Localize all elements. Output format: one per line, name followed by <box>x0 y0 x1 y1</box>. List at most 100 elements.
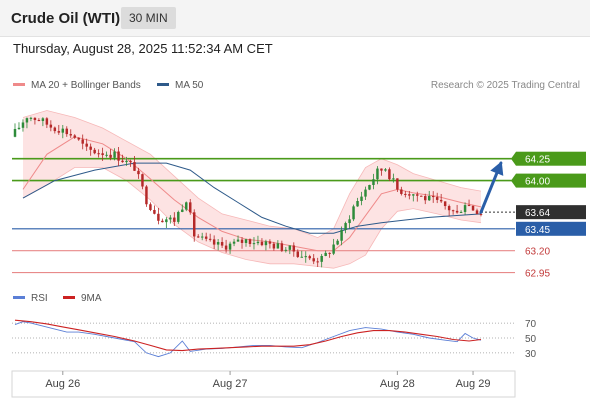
candle-body <box>169 217 172 220</box>
candle-body <box>424 196 427 201</box>
candle-body <box>280 243 284 251</box>
legend-bollinger-label: MA 20 + Bollinger Bands <box>31 80 141 91</box>
level-label-63-64: 63.64 <box>516 205 586 220</box>
legend-ma50-label: MA 50 <box>175 80 204 91</box>
candle-body <box>208 238 212 240</box>
candle-body <box>284 249 288 251</box>
candle-body <box>396 178 399 190</box>
candle-body <box>244 239 248 243</box>
legend-ma50: MA 50 <box>157 80 203 91</box>
candle-body <box>89 146 92 150</box>
candle-body <box>439 199 443 202</box>
bollinger-lower-line <box>22 167 482 269</box>
level-label-text: 63.64 <box>525 208 550 219</box>
candle-body <box>435 197 439 200</box>
candle-body <box>69 134 72 136</box>
rsi-series-rsi <box>14 321 482 358</box>
candle-body <box>21 122 25 128</box>
level-label-text: 63.45 <box>525 225 550 236</box>
candle-body <box>348 219 351 224</box>
rsi-tick-30: 30 <box>525 349 537 360</box>
candle-body <box>240 239 244 243</box>
level-label-text: 62.95 <box>525 269 550 280</box>
candle-body <box>360 196 363 201</box>
level-label-text: 64.00 <box>525 177 550 188</box>
time-axis-box <box>11 370 516 398</box>
candle-body <box>364 189 367 197</box>
forecast-arrow-head <box>490 161 504 176</box>
candle-body <box>13 129 17 137</box>
candle-body <box>296 251 300 257</box>
candle-body <box>447 206 451 211</box>
legend-rsi-label: RSI <box>31 293 48 304</box>
interval-badge[interactable]: 30 MIN <box>121 7 176 29</box>
legend-ma50-swatch <box>157 82 169 86</box>
candle-body <box>332 244 335 254</box>
candle-body <box>300 256 303 258</box>
candle-body <box>85 143 88 147</box>
candle-body <box>105 154 108 156</box>
level-label-63-20: 63.20 <box>525 247 550 258</box>
candle-body <box>61 128 65 133</box>
time-axis-label-aug-27: Aug 27 <box>213 378 248 390</box>
candle-body <box>248 239 252 244</box>
candle-body <box>471 205 475 211</box>
candle-body <box>404 193 407 195</box>
legend-9ma-label: 9MA <box>81 293 102 304</box>
candle-body <box>33 117 37 121</box>
legend-rsi: RSI <box>13 293 48 304</box>
candle-body <box>372 179 375 185</box>
candle-body <box>137 170 140 175</box>
candle-body <box>479 213 483 215</box>
level-label-62-95: 62.95 <box>525 269 550 280</box>
candle-body <box>200 236 204 238</box>
candle-body <box>141 174 144 187</box>
candle-body <box>408 194 411 196</box>
candle-body <box>173 217 176 222</box>
candle-body <box>185 202 188 210</box>
candle-body <box>45 118 49 125</box>
candle-body <box>97 153 100 155</box>
level-label-box <box>516 205 586 220</box>
candle-body <box>113 151 116 158</box>
time-axis-label-aug-28: Aug 28 <box>380 378 415 390</box>
time-axis-label-aug-26: Aug 26 <box>45 378 80 390</box>
candle-body <box>37 120 41 122</box>
candle-body <box>236 239 240 242</box>
candle-body <box>81 139 84 144</box>
candle-body <box>412 194 415 196</box>
level-label-text: 63.20 <box>525 247 550 258</box>
candle-body <box>232 241 236 244</box>
candle-body <box>268 241 272 244</box>
candle-body <box>340 229 343 241</box>
candle-body <box>177 211 180 222</box>
ma50-line <box>22 162 482 234</box>
candle-body <box>304 256 307 258</box>
candle-body <box>196 236 200 238</box>
candle-body <box>431 195 435 198</box>
candle-body <box>288 245 292 250</box>
candle-body <box>316 261 319 263</box>
instrument-title: Crude Oil (WTI) <box>11 10 121 27</box>
level-label-text: 64.25 <box>525 155 550 166</box>
candle-body <box>41 118 45 122</box>
candle-body <box>193 212 196 237</box>
candle-body <box>77 137 80 140</box>
candle-body <box>49 124 53 128</box>
candle-body <box>224 245 228 250</box>
legend-rsi-swatch <box>13 295 25 299</box>
candle-body <box>165 219 168 223</box>
candle-body <box>451 210 455 212</box>
candle-body <box>93 149 96 154</box>
level-label-64-00: 64.00 <box>511 173 586 188</box>
candle-body <box>149 204 152 210</box>
candle-body <box>420 195 423 197</box>
candle-body <box>125 160 128 163</box>
rsi-tick-70: 70 <box>525 319 537 330</box>
legend-9ma-swatch <box>63 295 75 299</box>
level-label-64-25: 64.25 <box>511 151 586 166</box>
candle-body <box>157 213 160 221</box>
bollinger-upper-line <box>22 110 482 239</box>
candle-body <box>312 258 315 262</box>
